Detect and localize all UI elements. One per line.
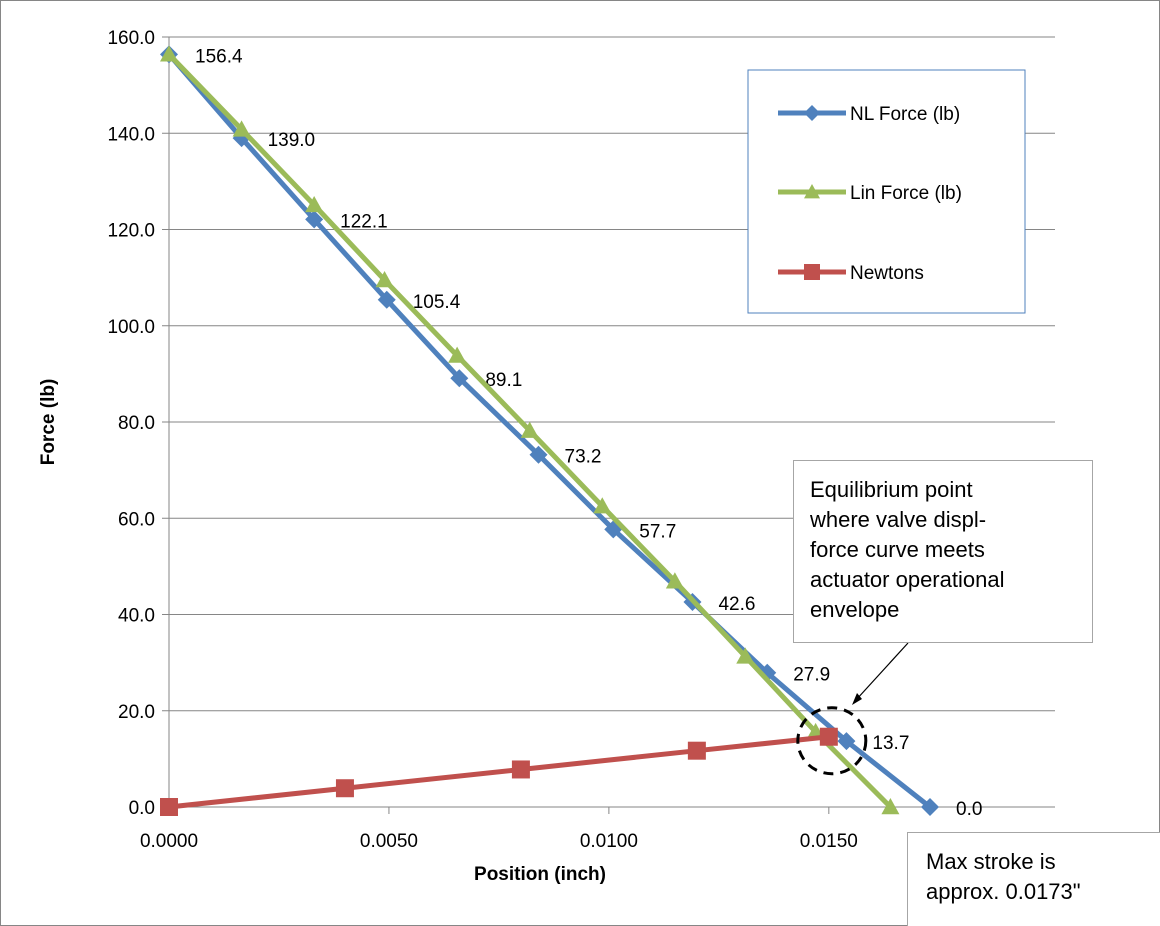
nl-force-lb-point xyxy=(837,732,856,751)
y-tick-label: 0.0 xyxy=(129,798,155,819)
lin-force-lb-point xyxy=(160,45,178,62)
data-label: 27.9 xyxy=(793,665,830,686)
y-tick-label: 120.0 xyxy=(107,221,155,242)
max-stroke-callout: Max stroke is approx. 0.0173" xyxy=(907,832,1160,926)
nl-force-lb-point xyxy=(377,290,396,309)
data-label: 105.4 xyxy=(413,292,461,313)
equilibrium-arrow-head xyxy=(852,693,862,705)
data-label: 13.7 xyxy=(872,733,909,754)
x-tick-label: 0.0050 xyxy=(360,831,418,852)
data-label: 156.4 xyxy=(195,46,243,67)
nl-force-lb-point xyxy=(921,798,939,816)
lin-force-lb-point xyxy=(736,647,755,664)
y-tick-label: 160.0 xyxy=(107,28,155,49)
newtons-point xyxy=(160,798,178,816)
lin-force-lb-point xyxy=(375,271,394,288)
equilibrium-arrow-line xyxy=(855,642,909,701)
lin-force-lb-point xyxy=(448,346,467,363)
y-tick-label: 60.0 xyxy=(118,509,155,530)
lin-force-lb-point xyxy=(665,572,684,589)
y-tick-label: 20.0 xyxy=(118,702,155,723)
lin-force-lb-point xyxy=(593,497,612,514)
data-label: 73.2 xyxy=(565,447,602,468)
y-tick-label: 100.0 xyxy=(107,317,155,338)
data-label: 57.7 xyxy=(639,521,676,542)
callout-line: actuator operational xyxy=(810,567,1005,592)
y-tick-label: 40.0 xyxy=(118,606,155,627)
x-tick-label: 0.0150 xyxy=(800,831,858,852)
newtons-line xyxy=(168,734,830,810)
legend-swatch-marker xyxy=(804,264,820,280)
legend-entry: Newtons xyxy=(850,263,924,284)
data-label: 122.1 xyxy=(340,211,388,232)
data-label: 89.1 xyxy=(485,370,522,391)
equilibrium-callout: Equilibrium point where valve displ- for… xyxy=(793,460,1093,643)
lin-force-lb-point xyxy=(881,798,900,815)
callout-line: Equilibrium point xyxy=(810,477,973,502)
legend-swatch-marker xyxy=(804,184,820,199)
legend-swatch-marker xyxy=(804,105,820,121)
legend-entry: Lin Force (lb) xyxy=(850,183,962,204)
x-tick-label: 0.0100 xyxy=(580,831,638,852)
x-tick-label: 0.0000 xyxy=(140,831,198,852)
lin-force-lb-point xyxy=(232,120,251,137)
lin-force-lb-point xyxy=(305,195,324,213)
newtons-point xyxy=(819,727,838,746)
newtons-point xyxy=(687,741,706,760)
nl-force-lb-point xyxy=(450,369,469,388)
callout-line: where valve displ- xyxy=(810,507,987,532)
nl-force-lb-point xyxy=(529,445,548,464)
lin-force-lb-point xyxy=(520,421,539,438)
callout-line: force curve meets xyxy=(810,537,985,562)
x-axis-title: Position (inch) xyxy=(474,864,606,885)
y-tick-label: 80.0 xyxy=(118,413,155,434)
callout-line: Max stroke is xyxy=(926,849,1056,874)
callout-line: approx. 0.0173" xyxy=(926,879,1081,904)
data-label: 0.0 xyxy=(956,799,982,820)
legend-entry: NL Force (lb) xyxy=(850,104,960,125)
newtons-point xyxy=(335,779,354,798)
data-label: 139.0 xyxy=(268,130,316,151)
newtons-point xyxy=(511,760,530,779)
nl-force-lb-point xyxy=(305,210,324,229)
equilibrium-marker-circle xyxy=(796,706,868,776)
y-tick-label: 140.0 xyxy=(107,124,155,145)
callout-line: envelope xyxy=(810,597,900,622)
y-axis-title: Force (lb) xyxy=(38,379,59,466)
data-label: 42.6 xyxy=(718,594,755,615)
